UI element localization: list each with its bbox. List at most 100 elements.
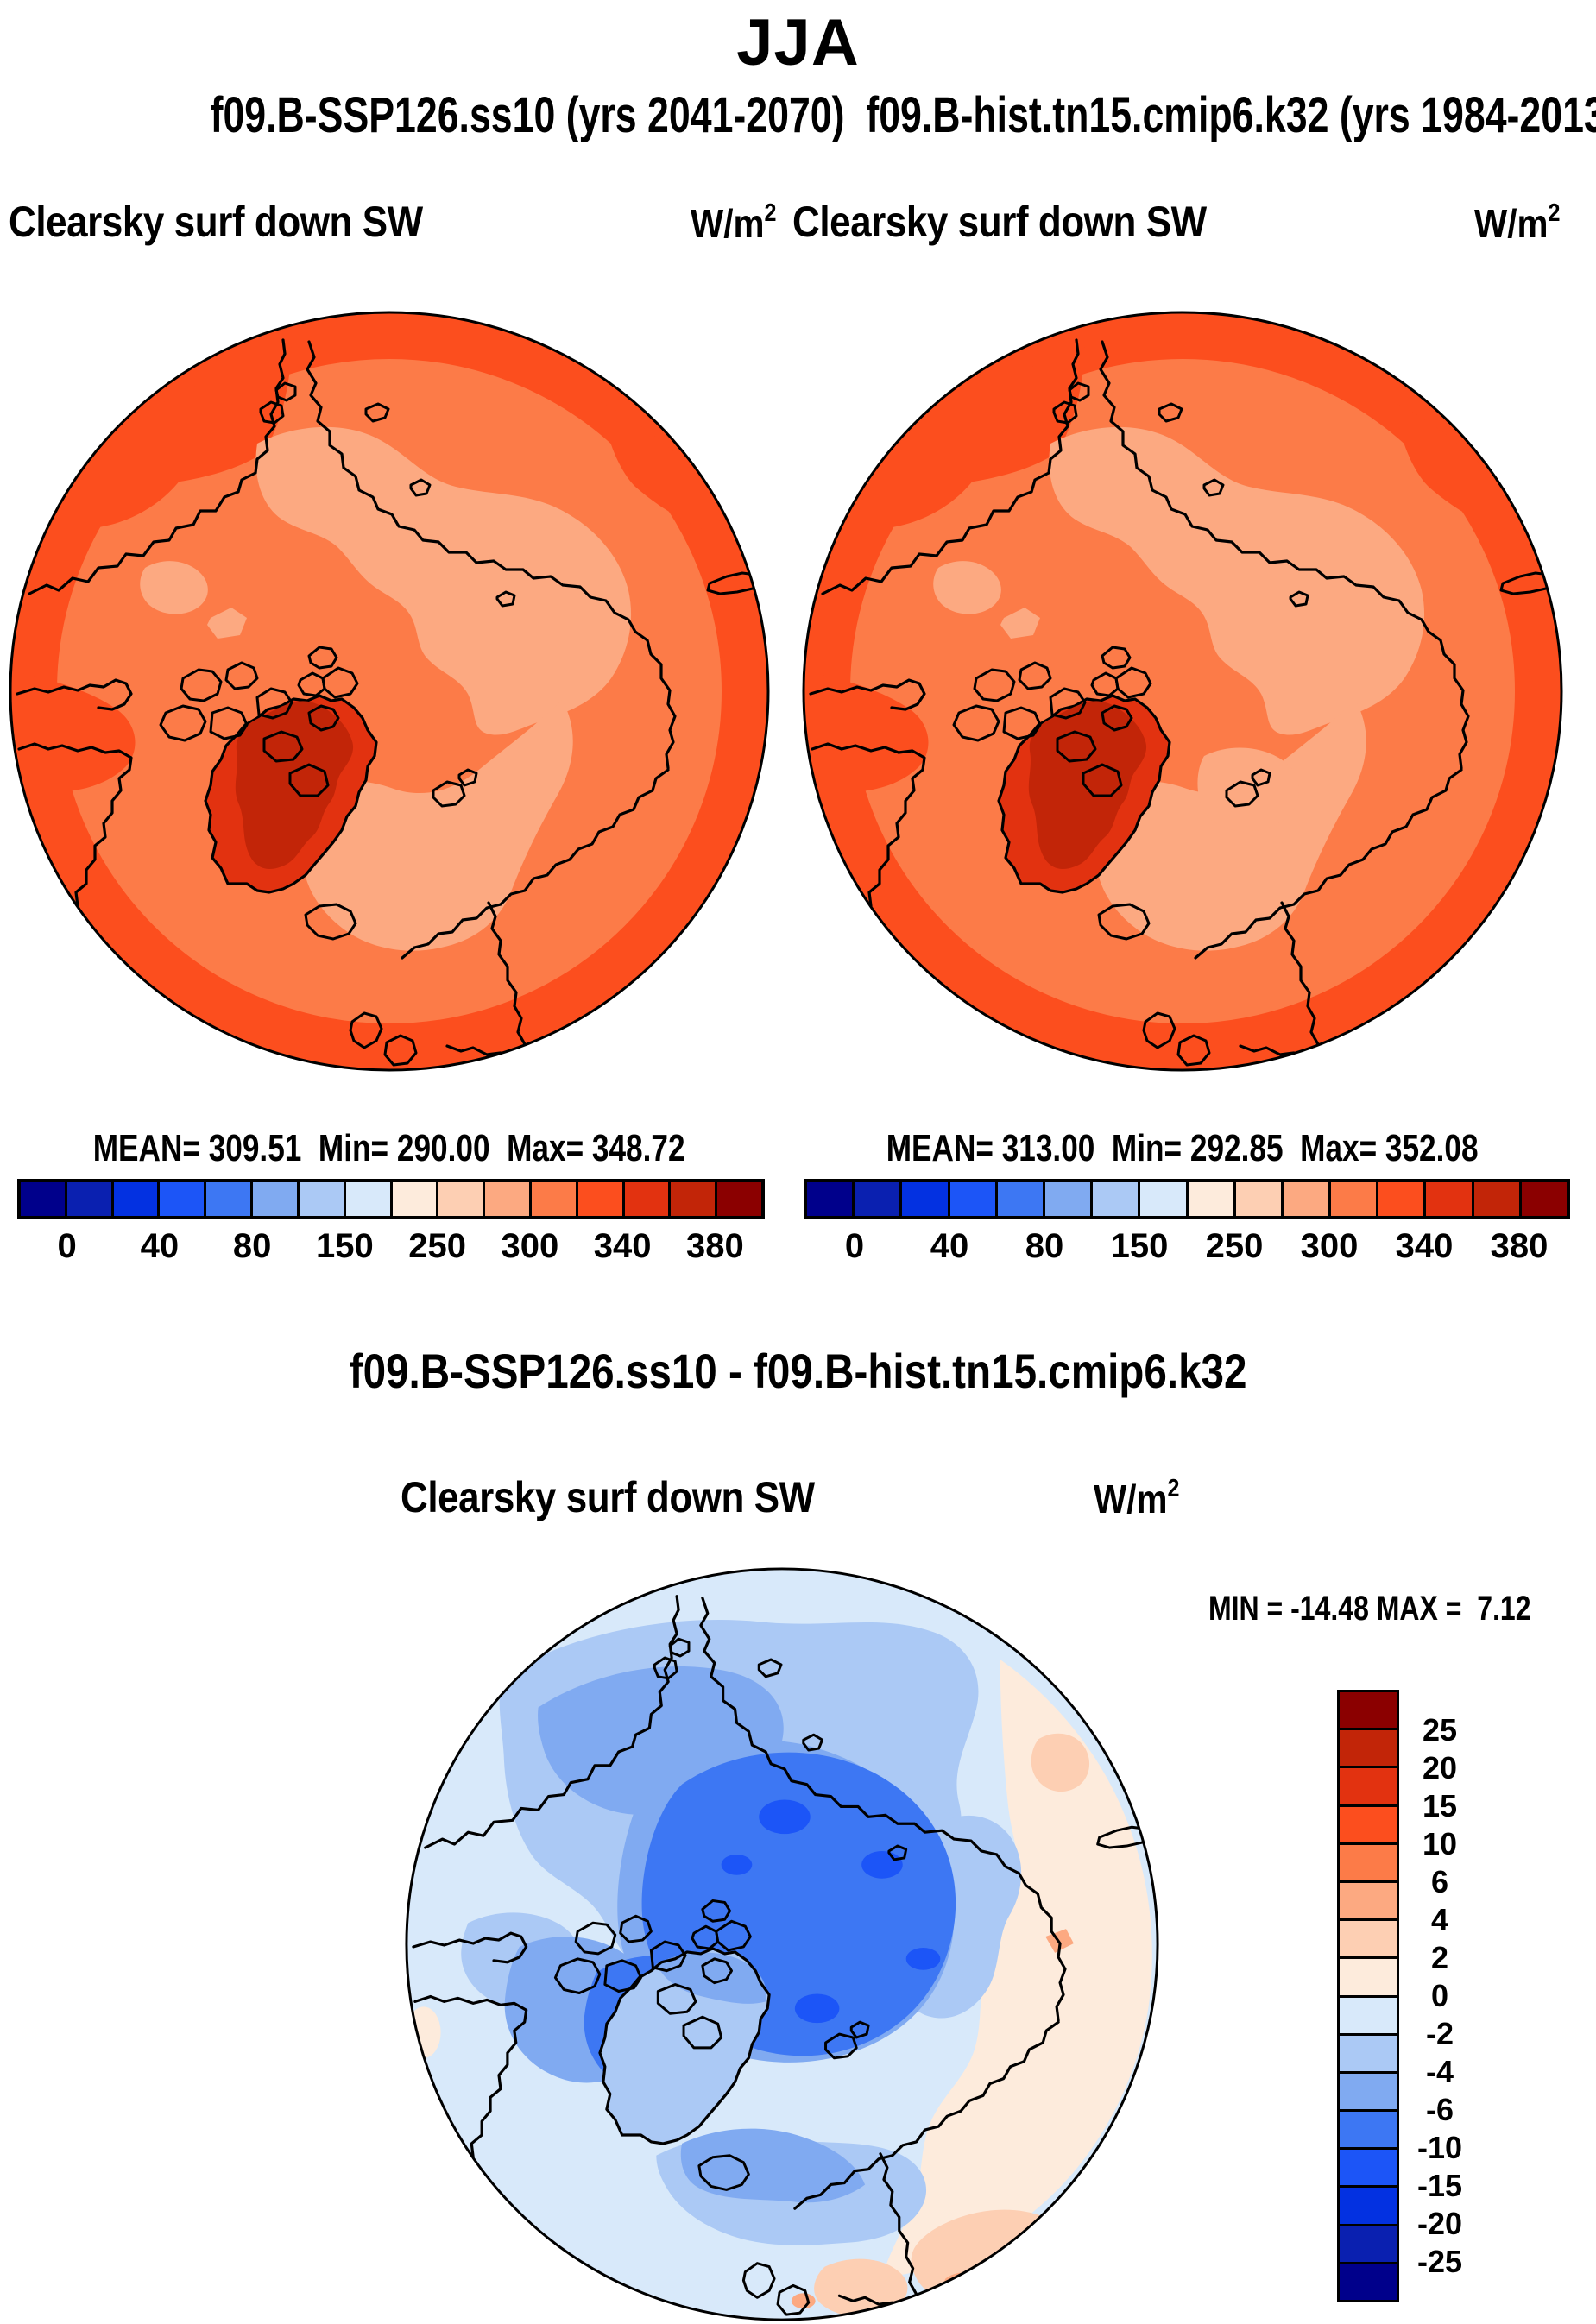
colorbar-cell: [64, 1182, 111, 1216]
colorbar-diff: [1337, 1690, 1399, 2302]
colorbar-cell: [1280, 1182, 1329, 1216]
colorbar-cell: [528, 1182, 576, 1216]
colorbar-cell: [204, 1182, 251, 1216]
colorbar-diff-tick-label: -2: [1425, 2016, 1454, 2051]
colorbar-tick-label: 150: [316, 1227, 374, 1265]
map-fill-region: [814, 2258, 908, 2317]
map-fill-region: [680, 2128, 866, 2203]
island-coastline: [1202, 478, 1225, 497]
coastline: [487, 901, 532, 1071]
island-coastline: [574, 1921, 617, 1956]
island-coastline: [307, 646, 338, 670]
colorbar-tick-label: 300: [1300, 1227, 1359, 1265]
map-fill-region: [721, 1854, 753, 1875]
map-fill-region: [140, 561, 208, 614]
colorbar-tick-label: 40: [930, 1227, 969, 1265]
coastline: [879, 2152, 924, 2321]
figure-subtitle: f09.B-SSP126.ss10 (yrs 2041-2070) f09.B-…: [0, 86, 1596, 144]
island-coastline: [1225, 780, 1259, 808]
colorbar-cell: [1340, 1766, 1397, 1804]
coastline: [1194, 768, 1463, 960]
coastline: [793, 2020, 1060, 2210]
map-outline: [9, 311, 770, 1072]
island-coastline: [701, 1957, 734, 1985]
colorbar-cell: [1471, 1182, 1519, 1216]
island-coastline: [495, 590, 516, 608]
coastline: [16, 678, 133, 711]
island-coastline: [701, 1899, 732, 1923]
coastline: [699, 1597, 1067, 2022]
island-coastline: [1049, 687, 1087, 720]
island-coastline: [1114, 666, 1152, 699]
map-top-right: [802, 311, 1563, 1072]
colorbar-diff-tick-label: -6: [1425, 2092, 1454, 2127]
map-fill-region: [9, 670, 136, 793]
colorbar-cell: [1340, 1918, 1397, 1957]
island-coastline: [1176, 1034, 1211, 1067]
colorbar-diff-tick-label: 25: [1422, 1712, 1458, 1748]
diff-variable-label: Clearsky surf down SW: [401, 1473, 815, 1521]
island-coastline: [432, 780, 466, 808]
map-outline: [802, 311, 1563, 1072]
map-fill-base: [803, 312, 1562, 1071]
island-coastline: [802, 1733, 824, 1752]
colorbar-cell: [1340, 1692, 1397, 1729]
island-coastline: [849, 2020, 870, 2039]
panel-left-variable-label: Clearsky surf down SW: [9, 198, 423, 246]
colorbar-cell: [436, 1182, 483, 1216]
island-coastline: [1052, 400, 1078, 425]
island-coastline: [668, 1637, 691, 1658]
island-coastline: [180, 668, 223, 702]
map-fill-region: [255, 426, 632, 735]
colorbar-cell: [1233, 1182, 1281, 1216]
map-fill-region: [933, 561, 1001, 614]
colorbar-diff-tick-label: -15: [1416, 2168, 1463, 2203]
colorbar-cell: [1518, 1182, 1567, 1216]
colorbar-cell: [296, 1182, 344, 1216]
colorbar-tick-label: 150: [1110, 1227, 1169, 1265]
colorbar-cell: [1340, 1728, 1397, 1767]
island-coastline: [262, 730, 304, 763]
colorbar-tick-label: 40: [140, 1227, 180, 1265]
island-coastline: [1101, 704, 1133, 732]
island-coastline: [1097, 903, 1151, 941]
map-difference: [405, 1567, 1159, 2321]
colorbar-cell: [668, 1182, 716, 1216]
figure-title-text: JJA: [736, 6, 860, 79]
colorbar-cell: [1185, 1182, 1233, 1216]
colorbar-diff-tick-label: 0: [1430, 1978, 1449, 2013]
colorbar-cell: [1328, 1182, 1377, 1216]
coastline: [401, 768, 670, 960]
colorbar-cell: [1340, 2223, 1397, 2262]
map-fill-region: [861, 1850, 903, 1879]
island-coastline: [682, 2015, 723, 2050]
colorbar-cell: [947, 1182, 995, 1216]
colorbar-diff-tick-label: -20: [1416, 2206, 1463, 2241]
island-coastline: [653, 1656, 678, 1680]
island-coastline: [1142, 1011, 1176, 1049]
colorbar-cell: [1042, 1182, 1091, 1216]
colorbar-right: [804, 1179, 1570, 1219]
colorbar-cell: [899, 1182, 948, 1216]
colorbar-cell: [483, 1182, 529, 1216]
colorbar-cell: [994, 1182, 1043, 1216]
diff-units-label: W/m2: [1094, 1474, 1180, 1521]
island-coastline: [553, 1957, 602, 1994]
island-coastline: [224, 661, 259, 690]
island-coastline: [349, 1011, 383, 1049]
colorbar-cell: [389, 1182, 437, 1216]
colorbar-diff-tick-label: -25: [1416, 2244, 1463, 2279]
colorbar-diff-tick-label: -10: [1416, 2130, 1463, 2165]
map-fill-region: [1197, 747, 1299, 832]
colorbar-tick-label: 80: [1025, 1227, 1064, 1265]
colorbar-cell: [1423, 1182, 1472, 1216]
island-coastline: [1056, 730, 1097, 763]
island-coastline: [649, 1940, 687, 1973]
coastline: [424, 1595, 680, 1849]
map-fill-region: [656, 1952, 766, 2004]
colorbar-left: [17, 1179, 765, 1219]
island-coastline: [409, 478, 432, 497]
island-coastline: [1251, 768, 1271, 787]
colorbar-cell: [110, 1182, 158, 1216]
